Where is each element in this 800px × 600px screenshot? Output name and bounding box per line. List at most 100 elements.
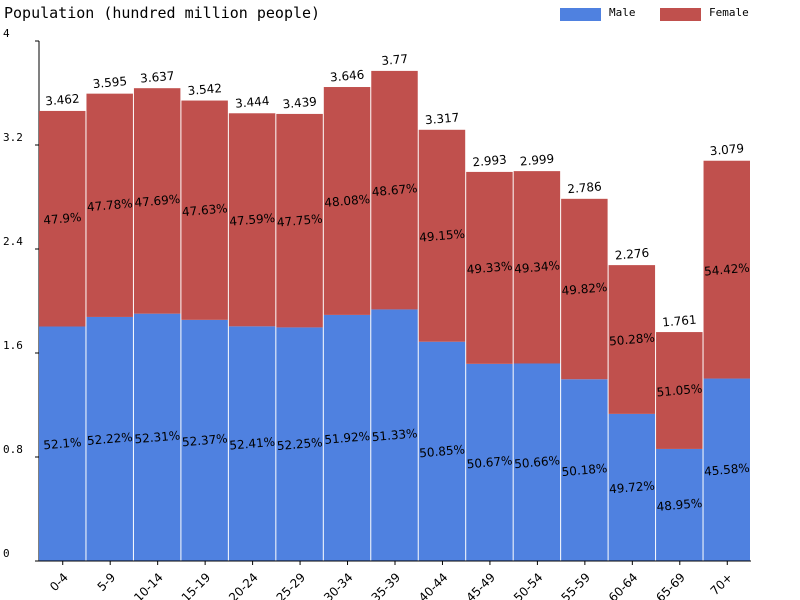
bar-male [371, 309, 418, 561]
chart-title: Population (hundred million people) [4, 4, 320, 22]
total-label: 3.646 [329, 68, 364, 85]
bar-male [276, 327, 323, 561]
female-percent-label: 49.82% [561, 280, 608, 298]
male-percent-label: 52.1% [43, 435, 82, 452]
male-percent-label: 50.67% [466, 453, 513, 471]
legend-swatch-female [660, 8, 701, 21]
legend-swatch-male [560, 8, 601, 21]
x-tick-label: 15-19 [179, 570, 214, 600]
y-tick-label: 4 [3, 27, 10, 40]
bar-female [86, 93, 133, 317]
female-percent-label: 54.42% [704, 261, 751, 279]
bar-male [561, 379, 608, 561]
legend-label-male: Male [609, 6, 636, 19]
bar-female [181, 100, 228, 320]
female-percent-label: 47.75% [276, 212, 323, 230]
female-percent-label: 49.33% [466, 259, 513, 277]
bar-male [133, 313, 181, 561]
bar-female [703, 160, 750, 379]
bar-male [608, 413, 656, 561]
x-tick-label: 55-59 [558, 570, 593, 600]
y-axis: 0 0.8 1.6 2.4 3.2 4 [3, 27, 40, 562]
y-tick-label: 0.8 [3, 443, 23, 456]
male-percent-label: 52.41% [229, 435, 276, 453]
male-percent-label: 50.18% [561, 461, 608, 479]
bar-male [323, 314, 371, 561]
bar-male [513, 363, 561, 561]
x-tick-label: 0-4 [47, 570, 71, 594]
bar-female [228, 113, 276, 327]
bar-female [656, 332, 703, 449]
legend-label-female: Female [709, 6, 749, 19]
bar-female [39, 110, 86, 327]
male-percent-label: 51.33% [371, 426, 418, 444]
total-label: 3.542 [187, 81, 222, 98]
total-label: 2.993 [472, 152, 507, 169]
female-percent-label: 48.67% [371, 181, 418, 199]
male-percent-label: 50.85% [419, 442, 466, 460]
x-tick-label: 40-44 [416, 570, 451, 600]
bar-female [323, 87, 371, 315]
y-tick-label: 1.6 [3, 339, 23, 352]
x-tick-label: 35-39 [369, 570, 404, 600]
total-label: 3.439 [282, 94, 317, 111]
x-tick-label: 65-69 [653, 570, 688, 600]
bar-female [513, 171, 561, 364]
bar-female [608, 265, 656, 414]
male-percent-label: 52.25% [276, 435, 323, 453]
bar-male [703, 378, 750, 561]
female-percent-label: 47.63% [181, 201, 228, 219]
bar-male [228, 326, 276, 561]
data-labels: 3.462 52.1% 47.9% 3.595 52.22% 47.78% 3.637 52.… [43, 52, 751, 514]
male-percent-label: 52.37% [181, 431, 228, 449]
y-tick-label: 3.2 [3, 131, 23, 144]
bar-male [418, 341, 466, 561]
total-label: 3.079 [709, 141, 744, 158]
total-label: 3.444 [235, 94, 270, 111]
female-percent-label: 47.78% [86, 196, 133, 214]
bar-female [466, 171, 513, 364]
x-tick-label: 70+ [708, 570, 736, 598]
bar-male [466, 363, 513, 561]
bar-female [561, 198, 608, 380]
female-percent-label: 49.34% [514, 258, 561, 276]
female-percent-label: 47.9% [43, 210, 82, 227]
x-tick-label: 45-49 [463, 570, 498, 600]
x-tick-label: 50-54 [511, 570, 546, 600]
female-percent-label: 47.59% [229, 211, 276, 229]
x-tick-label: 20-24 [226, 570, 261, 600]
total-label: 2.999 [519, 152, 554, 169]
bar-male [86, 316, 133, 561]
male-percent-label: 51.92% [324, 429, 371, 447]
y-tick-label: 0 [3, 547, 10, 560]
bars [39, 70, 750, 561]
x-tick-label: 25-29 [274, 570, 309, 600]
bar-female [418, 129, 466, 342]
female-percent-label: 50.28% [609, 331, 656, 349]
total-label: 3.595 [92, 74, 127, 91]
total-label: 3.317 [424, 110, 459, 127]
x-tick-label: 10-14 [131, 570, 166, 600]
total-label: 2.276 [614, 246, 649, 263]
male-percent-label: 49.72% [609, 478, 656, 496]
bar-female [371, 70, 418, 310]
bar-male [656, 448, 703, 561]
female-percent-label: 47.69% [134, 192, 181, 210]
male-percent-label: 48.95% [656, 496, 703, 514]
female-percent-label: 49.15% [419, 227, 466, 245]
total-label: 3.462 [45, 91, 80, 108]
x-tick-label: 30-34 [321, 570, 356, 600]
y-tick-label: 2.4 [3, 235, 23, 248]
male-percent-label: 50.66% [514, 453, 561, 471]
bar-male [39, 326, 86, 561]
x-tick-label: 60-64 [606, 570, 641, 600]
total-label: 3.637 [140, 69, 175, 86]
male-percent-label: 52.31% [134, 428, 181, 446]
male-percent-label: 52.22% [86, 430, 133, 448]
female-percent-label: 48.08% [324, 192, 371, 210]
total-label: 2.786 [567, 179, 602, 196]
bar-female [276, 113, 323, 328]
x-tick-label: 5-9 [95, 570, 119, 594]
bar-male [181, 319, 228, 561]
female-percent-label: 51.05% [656, 382, 703, 400]
